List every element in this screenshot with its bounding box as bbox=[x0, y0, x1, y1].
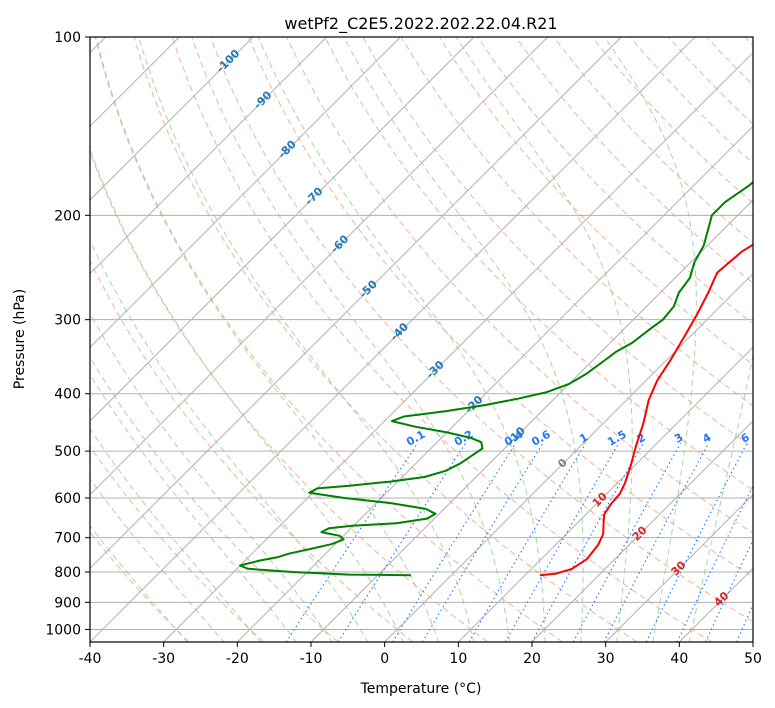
y-tick-label: 700 bbox=[54, 531, 81, 547]
isotherm-line bbox=[605, 493, 753, 642]
moist-adiabat bbox=[688, 353, 753, 642]
y-tick-label: 600 bbox=[54, 491, 81, 507]
dry-adiabat bbox=[95, 37, 563, 642]
dewpoint-profile bbox=[239, 180, 753, 577]
x-tick-label: -40 bbox=[79, 651, 102, 667]
dry-adiabat bbox=[591, 37, 753, 204]
moist-adiabat bbox=[343, 37, 584, 642]
mixing-ratio-line bbox=[572, 443, 682, 642]
y-tick-label: 500 bbox=[54, 444, 81, 460]
isotherm-line bbox=[90, 37, 328, 275]
dry-adiabat bbox=[90, 445, 264, 642]
mixing-ratio-line bbox=[285, 442, 419, 642]
temperature-profile bbox=[539, 243, 753, 577]
plot-frame bbox=[89, 36, 754, 643]
dry-adiabat bbox=[171, 37, 712, 642]
x-tick-label: 40 bbox=[670, 651, 688, 667]
isotherm-line bbox=[163, 51, 753, 642]
dry-adiabat bbox=[477, 37, 753, 325]
dry-adiabat bbox=[324, 37, 753, 491]
dry-adiabat bbox=[515, 37, 753, 284]
moist-adiabat bbox=[257, 37, 546, 642]
isotherm-line bbox=[384, 272, 753, 642]
plot-area bbox=[90, 37, 753, 642]
isotherm-line bbox=[457, 346, 753, 642]
dry-adiabat bbox=[133, 37, 638, 642]
isotherm-line bbox=[90, 37, 622, 570]
mixing-ratio-line bbox=[603, 443, 710, 642]
dry-adiabat bbox=[400, 37, 753, 407]
isotherm-line bbox=[90, 37, 549, 496]
x-tick-label: -10 bbox=[300, 651, 323, 667]
moist-adiabat bbox=[90, 525, 188, 642]
mixing-ratio-line bbox=[504, 443, 620, 642]
moist-adiabat bbox=[90, 427, 261, 642]
x-tick-label: -20 bbox=[226, 651, 249, 667]
moist-adiabat bbox=[191, 37, 510, 642]
x-tick-label: 0 bbox=[380, 651, 389, 667]
moist-adiabat bbox=[90, 147, 404, 642]
isotherm-line bbox=[90, 37, 475, 422]
x-tick-label: 20 bbox=[523, 651, 541, 667]
moist-adiabat bbox=[94, 37, 440, 642]
mixing-ratio-line bbox=[531, 443, 644, 642]
isotherm-line bbox=[310, 199, 753, 642]
y-tick-label: 300 bbox=[54, 313, 81, 329]
y-tick-label: 200 bbox=[54, 208, 81, 224]
x-tick-label: 30 bbox=[597, 651, 615, 667]
moist-adiabat bbox=[604, 37, 697, 642]
x-tick-label: 10 bbox=[449, 651, 467, 667]
y-tick-label: 1000 bbox=[45, 622, 81, 638]
moist-adiabat bbox=[138, 37, 475, 642]
dry-adiabat bbox=[629, 37, 753, 165]
mixing-ratio-line bbox=[645, 443, 748, 642]
x-axis-title: Temperature (°C) bbox=[360, 681, 482, 697]
moist-adiabat bbox=[90, 239, 369, 642]
x-tick-label: -30 bbox=[152, 651, 175, 667]
profile-series bbox=[239, 180, 753, 577]
mixing-ratio-line bbox=[421, 442, 544, 642]
dry-adiabat bbox=[248, 37, 753, 578]
moist-adiabat bbox=[455, 37, 633, 642]
axis-ticks: -40 -30 -20 -10 0 10 20 30 40 50 100 200 300 400 500 60… bbox=[45, 30, 762, 667]
moist-adiabat bbox=[90, 311, 333, 642]
isotherm-line bbox=[90, 37, 696, 642]
isotherm-line bbox=[90, 37, 401, 349]
mixing-ratio-line bbox=[468, 443, 587, 642]
y-tick-label: 800 bbox=[54, 565, 81, 581]
y-tick-label: 400 bbox=[54, 387, 81, 403]
y-tick-label: 100 bbox=[54, 30, 81, 46]
mixing-ratio-line bbox=[392, 443, 517, 642]
chart-title: wetPf2_C2E5.2022.202.22.04.R21 bbox=[284, 14, 557, 34]
y-tick-label: 900 bbox=[54, 595, 81, 611]
x-tick-label: 50 bbox=[744, 651, 762, 667]
isotherm-line bbox=[531, 420, 753, 642]
y-axis-title: Pressure (hPa) bbox=[12, 289, 28, 389]
isotherm-line bbox=[90, 37, 254, 201]
diagram-lines bbox=[90, 37, 753, 642]
dry-adiabat bbox=[210, 37, 753, 623]
